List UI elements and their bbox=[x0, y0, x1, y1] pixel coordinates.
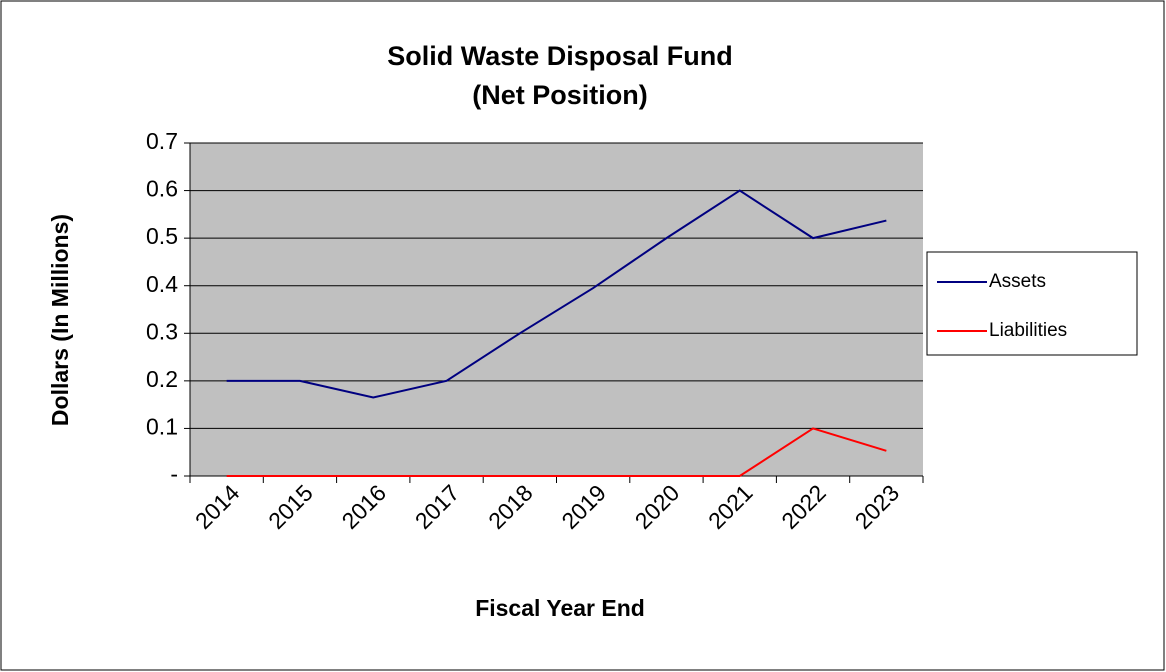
y-tick-label: - bbox=[170, 461, 178, 487]
line-series bbox=[226, 189, 887, 399]
y-tick-label: 0.5 bbox=[146, 223, 178, 249]
y-tick-label: 0.7 bbox=[146, 128, 178, 154]
y-tick-label: 0.2 bbox=[146, 366, 178, 392]
y-tick-label: 0.6 bbox=[146, 176, 178, 202]
y-tick-label: 0.4 bbox=[146, 271, 178, 297]
x-axis-label: Fiscal Year End bbox=[475, 595, 645, 621]
chart-subtitle: (Net Position) bbox=[472, 80, 648, 110]
y-tick-label: 0.1 bbox=[146, 414, 178, 440]
plot-area bbox=[190, 143, 923, 476]
chart-title: Solid Waste Disposal Fund bbox=[387, 41, 733, 71]
line-series bbox=[226, 427, 887, 477]
y-axis-label: Dollars (In Millions) bbox=[47, 214, 73, 426]
y-tick-label: 0.3 bbox=[146, 318, 178, 344]
legend-label: Liabilities bbox=[989, 320, 1067, 341]
legend-box bbox=[926, 251, 1138, 356]
legend-label: Assets bbox=[989, 271, 1046, 292]
